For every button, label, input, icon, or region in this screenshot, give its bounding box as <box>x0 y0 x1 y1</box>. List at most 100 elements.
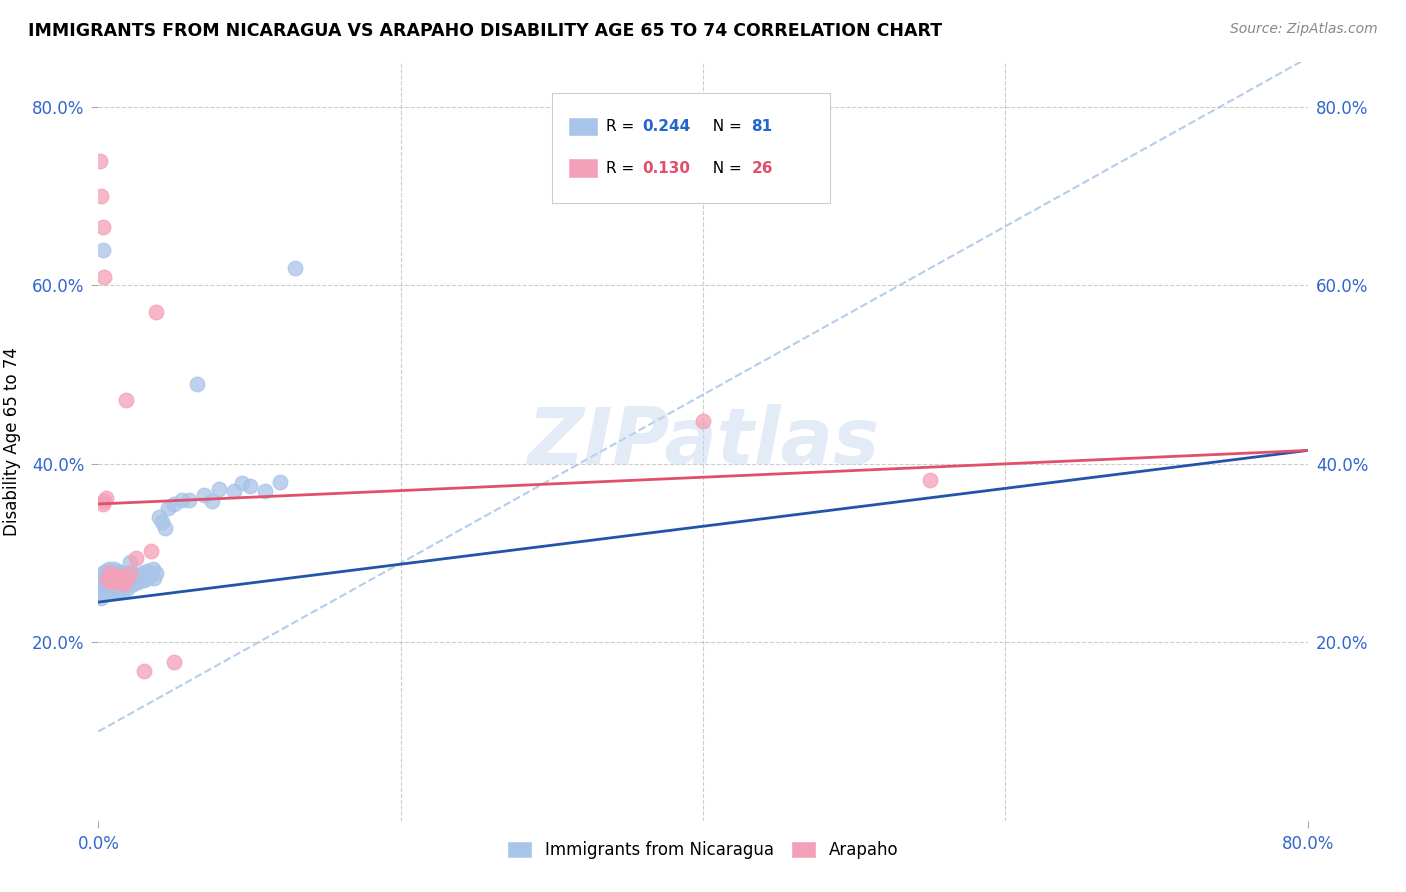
Point <box>100 574 122 589</box>
Text: 81: 81 <box>751 120 772 135</box>
Point <box>132 664 155 678</box>
Point <box>118 566 141 580</box>
Point <box>112 577 135 591</box>
Point <box>105 583 128 598</box>
Point <box>101 582 124 596</box>
Point <box>114 566 136 580</box>
Point <box>103 571 125 585</box>
Point <box>125 550 148 565</box>
Point <box>111 582 134 596</box>
Point <box>193 488 215 502</box>
Point <box>224 483 246 498</box>
Text: IMMIGRANTS FROM NICARAGUA VS ARAPAHO DISABILITY AGE 65 TO 74 CORRELATION CHART: IMMIGRANTS FROM NICARAGUA VS ARAPAHO DIS… <box>28 22 942 40</box>
Point <box>115 568 138 582</box>
Legend: Immigrants from Nicaragua, Arapaho: Immigrants from Nicaragua, Arapaho <box>501 834 905 865</box>
Point <box>94 574 117 589</box>
Point <box>110 573 132 587</box>
Text: R =: R = <box>606 120 640 135</box>
Point <box>93 573 115 587</box>
Point <box>201 494 224 508</box>
Point <box>108 583 131 598</box>
Point <box>128 573 150 587</box>
Text: N =: N = <box>703 120 747 135</box>
Point <box>89 582 111 596</box>
Point <box>103 562 125 576</box>
Point <box>145 305 167 319</box>
Point <box>692 414 714 428</box>
Point <box>94 564 117 578</box>
Point <box>96 582 118 596</box>
Point <box>239 479 262 493</box>
Point <box>90 591 112 605</box>
Point <box>107 577 129 591</box>
Text: Source: ZipAtlas.com: Source: ZipAtlas.com <box>1230 22 1378 37</box>
Point <box>120 566 142 580</box>
Point <box>231 476 253 491</box>
Point <box>104 577 127 591</box>
Point <box>98 583 121 598</box>
Point <box>91 243 114 257</box>
Point <box>96 571 118 585</box>
Text: ZIPatlas: ZIPatlas <box>527 403 879 480</box>
Point <box>150 515 173 529</box>
Point <box>112 580 135 594</box>
Point <box>115 582 138 596</box>
Text: N =: N = <box>703 161 747 176</box>
Point <box>94 491 117 505</box>
Point <box>118 577 141 591</box>
FancyBboxPatch shape <box>569 160 598 178</box>
Point <box>107 564 129 578</box>
Point <box>918 473 941 487</box>
Point <box>91 586 114 600</box>
Point <box>115 571 138 585</box>
Point <box>96 573 118 587</box>
Point <box>163 655 186 669</box>
Point <box>93 269 115 284</box>
Text: 26: 26 <box>751 161 773 176</box>
Point <box>132 573 155 587</box>
Point <box>110 566 132 580</box>
Point <box>143 571 166 585</box>
Point <box>104 566 127 580</box>
Point <box>98 562 121 576</box>
Point <box>91 577 114 591</box>
Point <box>108 571 131 585</box>
Text: R =: R = <box>606 161 640 176</box>
Point <box>142 562 165 576</box>
Point <box>208 482 231 496</box>
Point <box>91 220 114 235</box>
Point <box>121 566 143 580</box>
Point <box>101 568 124 582</box>
Point <box>141 566 163 580</box>
Point <box>98 574 121 589</box>
Point <box>103 583 125 598</box>
Point <box>96 568 118 582</box>
Point <box>163 497 186 511</box>
Point <box>104 574 127 589</box>
Point <box>120 555 142 569</box>
Text: 0.130: 0.130 <box>643 161 690 176</box>
Point <box>179 492 201 507</box>
Point <box>114 577 136 591</box>
Point <box>153 521 176 535</box>
Point <box>284 260 307 275</box>
Point <box>91 566 114 580</box>
Point <box>98 566 121 580</box>
Text: 0.244: 0.244 <box>643 120 690 135</box>
Point <box>111 568 134 582</box>
Point <box>127 574 149 589</box>
Point <box>156 501 179 516</box>
Point <box>100 571 122 585</box>
Point <box>89 153 111 168</box>
Point <box>94 586 117 600</box>
Point <box>105 571 128 585</box>
Point <box>122 577 145 591</box>
Point <box>141 544 163 558</box>
Point <box>100 577 122 591</box>
Y-axis label: Disability Age 65 to 74: Disability Age 65 to 74 <box>3 347 21 536</box>
Point <box>114 392 136 407</box>
Point <box>100 566 122 580</box>
Point <box>125 571 148 585</box>
Point <box>134 568 156 582</box>
Point <box>93 494 115 508</box>
